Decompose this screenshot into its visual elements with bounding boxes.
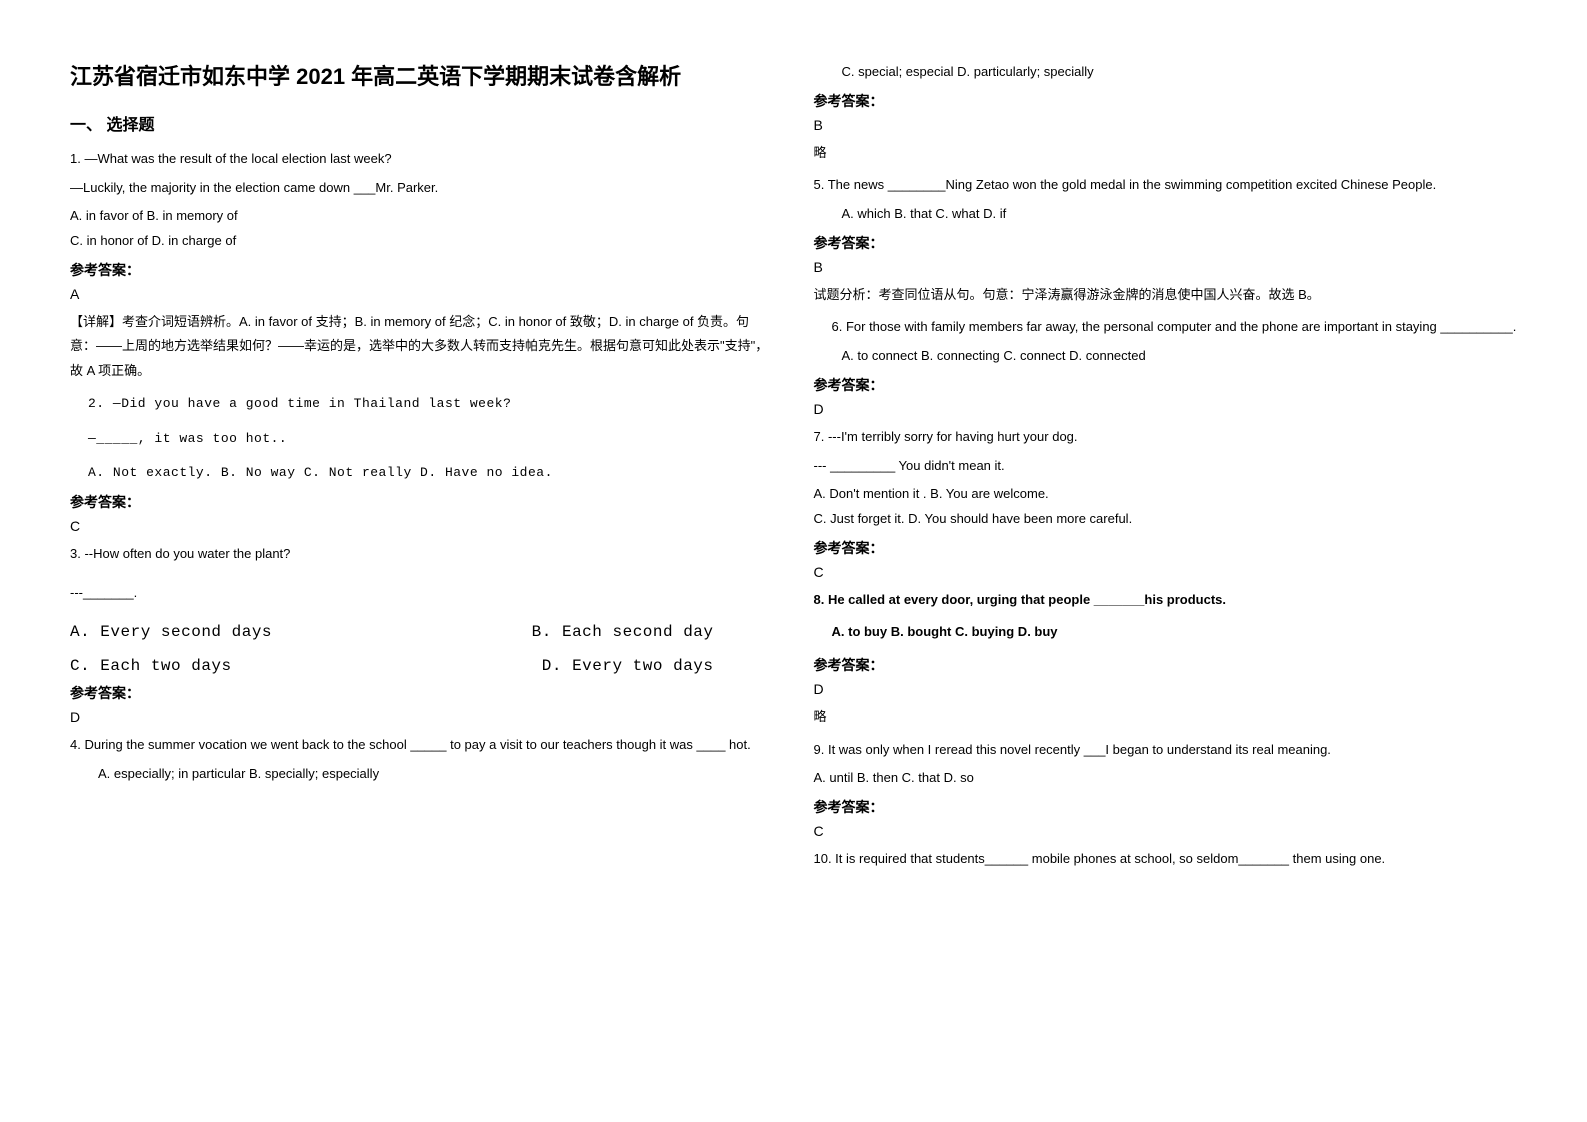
- q8-opts: A. to buy B. bought C. buying D. buy: [814, 620, 1518, 645]
- q3-optB: B. Each second day: [532, 623, 714, 641]
- q3-answer: D: [70, 709, 774, 725]
- q3-opts-row1: A. Every second days B. Each second day: [70, 623, 774, 641]
- q7-optA: A. Don't mention it . B. You are welcome…: [814, 482, 1518, 507]
- q6-line1: 6. For those with family members far awa…: [814, 315, 1518, 340]
- q3-optA: A. Every second days: [70, 623, 272, 641]
- q3-line1: 3. --How often do you water the plant?: [70, 542, 774, 567]
- q7-answer-label: 参考答案：: [814, 538, 1518, 558]
- document-title: 江苏省宿迁市如东中学 2021 年高二英语下学期期末试卷含解析: [70, 60, 774, 93]
- q4-line1: 4. During the summer vocation we went ba…: [70, 733, 774, 758]
- q4-skip: 略: [814, 141, 1518, 166]
- q7-answer: C: [814, 564, 1518, 580]
- q2-opts: A. Not exactly. B. No way C. Not really …: [70, 461, 774, 486]
- q8-line1: 8. He called at every door, urging that …: [814, 588, 1518, 613]
- q2-answer: C: [70, 518, 774, 534]
- q7-line2: --- _________ You didn't mean it.: [814, 454, 1518, 479]
- q4-optA: A. especially; in particular B. speciall…: [70, 762, 774, 787]
- q3-opts-row2: C. Each two days D. Every two days: [70, 657, 774, 675]
- left-column: 江苏省宿迁市如东中学 2021 年高二英语下学期期末试卷含解析 一、 选择题 1…: [50, 60, 794, 1082]
- q4-answer: B: [814, 117, 1518, 133]
- q4-optC: C. special; especial D. particularly; sp…: [814, 60, 1518, 85]
- q10-line1: 10. It is required that students______ m…: [814, 847, 1518, 872]
- q8-skip: 略: [814, 705, 1518, 730]
- q1-optA: A. in favor of B. in memory of: [70, 204, 774, 229]
- q3-optD: D. Every two days: [542, 657, 714, 675]
- q5-opts: A. which B. that C. what D. if: [814, 202, 1518, 227]
- q9-line1: 9. It was only when I reread this novel …: [814, 738, 1518, 763]
- q5-answer: B: [814, 259, 1518, 275]
- q2-line2: —_____, it was too hot..: [70, 427, 774, 452]
- q9-answer-label: 参考答案：: [814, 797, 1518, 817]
- q8-answer-label: 参考答案：: [814, 655, 1518, 675]
- q1-explanation: 【详解】考查介词短语辨析。A. in favor of 支持；B. in mem…: [70, 310, 774, 384]
- q3-line2: ---_______.: [70, 581, 774, 606]
- q8-answer: D: [814, 681, 1518, 697]
- q5-answer-label: 参考答案：: [814, 233, 1518, 253]
- q6-answer: D: [814, 401, 1518, 417]
- q2-line1: 2. —Did you have a good time in Thailand…: [70, 392, 774, 417]
- q1-answer-label: 参考答案：: [70, 260, 774, 280]
- q5-explanation: 试题分析：考查同位语从句。句意：宁泽涛赢得游泳金牌的消息使中国人兴奋。故选 B。: [814, 283, 1518, 308]
- q2-answer-label: 参考答案：: [70, 492, 774, 512]
- q1-line2: —Luckily, the majority in the election c…: [70, 176, 774, 201]
- section-header-1: 一、 选择题: [70, 111, 774, 135]
- q7-optC: C. Just forget it. D. You should have be…: [814, 507, 1518, 532]
- q3-answer-label: 参考答案：: [70, 683, 774, 703]
- q6-answer-label: 参考答案：: [814, 375, 1518, 395]
- q4-answer-label: 参考答案：: [814, 91, 1518, 111]
- q7-line1: 7. ---I'm terribly sorry for having hurt…: [814, 425, 1518, 450]
- q9-answer: C: [814, 823, 1518, 839]
- q1-line1: 1. —What was the result of the local ele…: [70, 147, 774, 172]
- q3-optC: C. Each two days: [70, 657, 232, 675]
- q9-opts: A. until B. then C. that D. so: [814, 766, 1518, 791]
- q6-opts: A. to connect B. connecting C. connect D…: [814, 344, 1518, 369]
- q1-optC: C. in honor of D. in charge of: [70, 229, 774, 254]
- right-column: C. special; especial D. particularly; sp…: [794, 60, 1538, 1082]
- q1-answer: A: [70, 286, 774, 302]
- q5-line1: 5. The news ________Ning Zetao won the g…: [814, 173, 1518, 198]
